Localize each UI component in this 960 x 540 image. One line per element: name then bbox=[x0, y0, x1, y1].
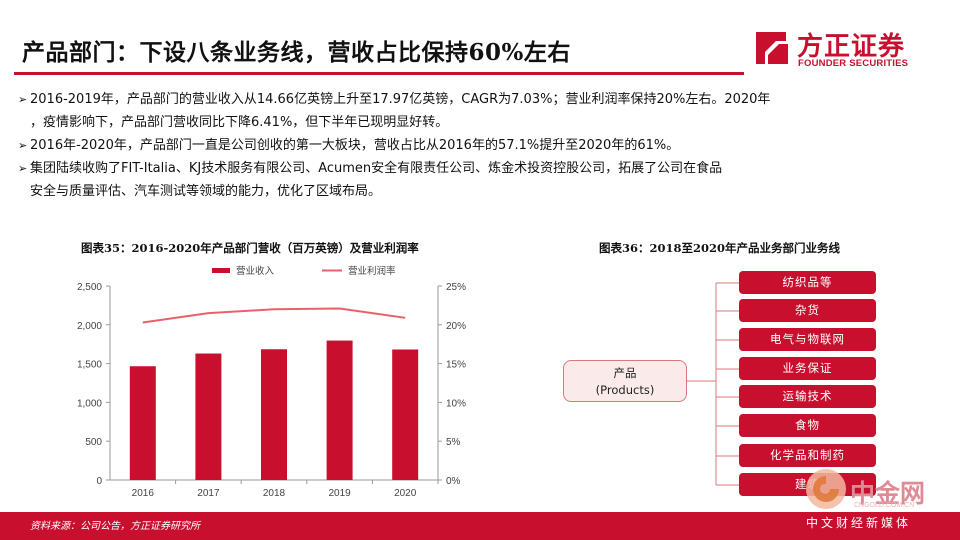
x-tick-label: 2020 bbox=[394, 488, 417, 499]
page-title: 产品部门：下设八条业务线，营收占比保持60%左右 bbox=[22, 39, 571, 66]
source-note: 资料来源：公司公告，方正证券研究所 bbox=[30, 521, 200, 532]
legend-label-margin: 营业利润率 bbox=[348, 265, 396, 277]
watermark-url: CNGOLD.COM.CN bbox=[854, 502, 915, 509]
x-tick-label: 2016 bbox=[132, 488, 155, 499]
line-series bbox=[142, 307, 406, 324]
bullet-text: ，疫情影响下，产品部门营收同比下降6.41%，但下半年已现明显好转。 bbox=[30, 115, 449, 130]
tree-root-node: 产品 (Products) bbox=[563, 360, 687, 402]
revenue-margin-chart: 0 500 1,000 1,500 2,000 2,500 0% 5% 10% 15% 20% 25%… bbox=[77, 265, 466, 499]
tree-title: 图表36：2018至2020年产品业务部门业务线 bbox=[599, 241, 841, 255]
bullet-arrow-icon: ➢ bbox=[18, 93, 28, 106]
margin-line bbox=[142, 307, 406, 324]
chart-title: 图表35：2016-2020年产品部门营收（百万英镑）及营业利润率 bbox=[81, 241, 419, 255]
bullet-list: ➢ 2016-2019年，产品部门的营业收入从14.66亿英镑上升至17.97亿… bbox=[18, 88, 918, 203]
title-divider bbox=[14, 72, 744, 75]
y-left-tick-label: 1,000 bbox=[77, 398, 102, 409]
y-right-tick-label: 0% bbox=[446, 476, 461, 487]
y-right-tick-label: 25% bbox=[446, 282, 466, 293]
footer-bar bbox=[0, 512, 960, 540]
bullet-text: 安全与质量评估、汽车测试等领域的能力，优化了区域布局。 bbox=[30, 184, 382, 199]
x-tick-label: 2017 bbox=[197, 488, 220, 499]
tree-leaf: 化学品和制药 bbox=[739, 444, 876, 467]
y-left-tick-label: 0 bbox=[96, 476, 102, 487]
bullet-text: 集团陆续收购了FIT-Italia、KJ技术服务有限公司、Acumen安全有限责… bbox=[30, 161, 723, 176]
watermark-name: 中金网 bbox=[850, 479, 926, 508]
tree-leaf: 食物 bbox=[739, 414, 876, 437]
revenue-bar bbox=[129, 366, 156, 480]
bullet-spacer bbox=[18, 180, 30, 203]
bullet-item: 安全与质量评估、汽车测试等领域的能力，优化了区域布局。 bbox=[18, 180, 918, 203]
root-label-cn: 产品 bbox=[613, 366, 637, 380]
bullet-item: ，疫情影响下，产品部门营收同比下降6.41%，但下半年已现明显好转。 bbox=[18, 111, 918, 134]
y-left-tick-label: 500 bbox=[85, 437, 102, 448]
revenue-bar bbox=[326, 340, 353, 480]
bullet-arrow-icon: ➢ bbox=[18, 162, 28, 175]
y-right-tick-label: 5% bbox=[446, 437, 461, 448]
y-left-tick-label: 2,500 bbox=[77, 282, 102, 293]
x-tick-label: 2019 bbox=[328, 488, 351, 499]
revenue-bar bbox=[392, 349, 419, 480]
bullet-arrow-icon: ➢ bbox=[18, 139, 28, 152]
tree-leaf: 杂货 bbox=[739, 299, 876, 322]
watermark-subtitle: 中文财经新媒体 bbox=[806, 516, 912, 530]
legend-swatch-revenue bbox=[212, 268, 230, 273]
bar-series bbox=[129, 340, 419, 480]
watermark-logo-icon bbox=[806, 469, 846, 509]
tree-leaf: 纺织品等 bbox=[739, 271, 876, 294]
x-tick-label: 2018 bbox=[263, 488, 286, 499]
revenue-bar bbox=[261, 349, 287, 480]
logo-name-en: FOUNDER SECURITIES bbox=[798, 58, 909, 69]
root-label-en: (Products) bbox=[595, 383, 655, 397]
y-left-tick-label: 1,500 bbox=[77, 360, 102, 371]
bullet-text: 2016年-2020年，产品部门一直是公司创收的第一大板块，营收占比从2016年… bbox=[30, 138, 680, 153]
bullet-text: 2016-2019年，产品部门的营业收入从14.66亿英镑上升至17.97亿英镑… bbox=[30, 92, 771, 107]
bullet-item: ➢ 集团陆续收购了FIT-Italia、KJ技术服务有限公司、Acumen安全有… bbox=[18, 157, 918, 180]
chart-legend: 营业收入 营业利润率 bbox=[212, 265, 396, 277]
bullet-item: ➢ 2016年-2020年，产品部门一直是公司创收的第一大板块，营收占比从201… bbox=[18, 134, 918, 157]
revenue-bar bbox=[195, 353, 222, 480]
chart-axes: 0 500 1,000 1,500 2,000 2,500 0% 5% 10% 15% 20% 25%… bbox=[77, 282, 466, 499]
y-left-tick-label: 2,000 bbox=[77, 321, 102, 332]
tree-leaf: 电气与物联网 bbox=[739, 328, 876, 351]
bullet-item: ➢ 2016-2019年，产品部门的营业收入从14.66亿英镑上升至17.97亿… bbox=[18, 88, 918, 111]
y-right-tick-label: 10% bbox=[446, 398, 466, 409]
y-right-tick-label: 20% bbox=[446, 321, 466, 332]
legend-label-revenue: 营业收入 bbox=[236, 265, 275, 277]
logo-name-cn: 方正证券 bbox=[797, 32, 906, 62]
founder-logo: 方正证券 FOUNDER SECURITIES bbox=[752, 26, 927, 72]
tree-leaf: 运输技术 bbox=[739, 385, 876, 408]
tree-leaf: 业务保证 bbox=[739, 357, 876, 380]
y-right-tick-label: 15% bbox=[446, 360, 466, 371]
founder-logo-icon bbox=[756, 32, 788, 64]
bullet-spacer bbox=[18, 111, 30, 134]
